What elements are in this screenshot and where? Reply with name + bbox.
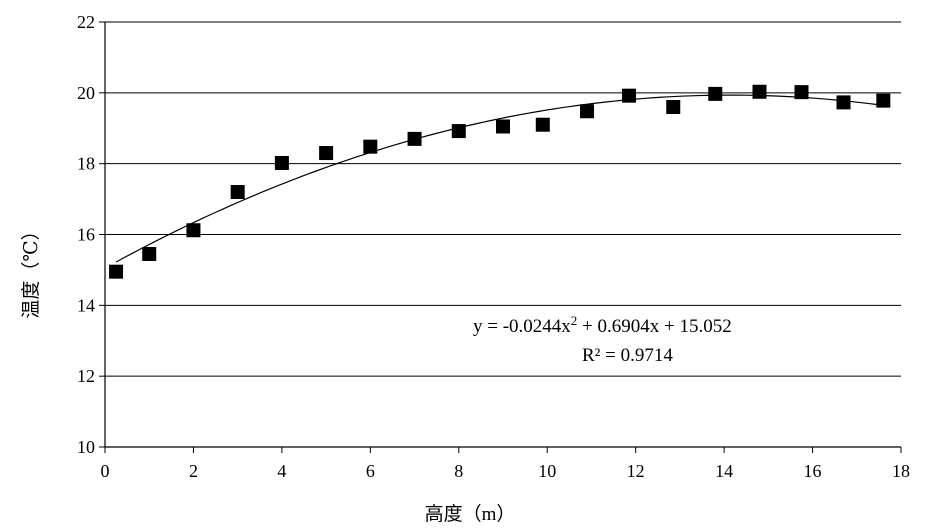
x-tick-label-10: 10 xyxy=(538,461,556,481)
data-point-6 xyxy=(319,146,334,161)
data-point-13 xyxy=(622,88,637,103)
gridlines xyxy=(105,21,901,377)
x-tick-labels: 0 2 4 6 8 10 12 14 16 18 xyxy=(101,461,911,481)
data-point-10 xyxy=(496,119,510,134)
trendline-equation: y = -0.0244x2 + 0.6904x + 15.052 xyxy=(473,313,732,337)
x-axis-title: 高度（m） xyxy=(425,503,516,525)
y-tick-label-22: 22 xyxy=(77,12,95,32)
y-tick-labels: 10 12 14 16 18 20 22 xyxy=(77,12,95,457)
data-point-14 xyxy=(666,100,681,114)
data-point-19 xyxy=(876,93,891,108)
data-point-18 xyxy=(836,95,851,110)
axes xyxy=(99,21,902,453)
x-tick-label-0: 0 xyxy=(101,461,110,481)
data-point-11 xyxy=(535,117,550,132)
y-tick-label-18: 18 xyxy=(77,154,95,174)
data-point-4 xyxy=(230,185,245,199)
x-tick-label-12: 12 xyxy=(627,461,645,481)
x-tick-label-8: 8 xyxy=(454,461,463,481)
x-tick-label-14: 14 xyxy=(715,461,733,481)
data-point-7 xyxy=(363,139,378,154)
data-point-1 xyxy=(109,264,124,279)
data-point-9 xyxy=(451,124,466,139)
y-tick-label-20: 20 xyxy=(77,83,95,103)
data-point-15 xyxy=(708,86,723,101)
data-point-2 xyxy=(142,246,157,261)
r-squared: R² = 0.9714 xyxy=(582,345,673,366)
x-tick-label-16: 16 xyxy=(804,461,822,481)
y-axis-title: 温度（℃） xyxy=(20,221,42,318)
x-tick-label-18: 18 xyxy=(892,461,910,481)
data-point-17 xyxy=(794,85,809,100)
y-tick-label-14: 14 xyxy=(77,295,95,315)
y-tick-label-16: 16 xyxy=(77,225,95,245)
data-point-16 xyxy=(752,84,767,99)
x-tick-label-6: 6 xyxy=(366,461,375,481)
data-points xyxy=(109,84,891,279)
data-point-3 xyxy=(186,223,201,238)
data-point-12 xyxy=(580,104,595,119)
data-point-8 xyxy=(407,131,422,146)
x-tick-label-4: 4 xyxy=(277,461,286,481)
data-point-5 xyxy=(274,155,289,170)
x-tick-label-2: 2 xyxy=(189,461,198,481)
y-tick-label-12: 12 xyxy=(77,366,95,386)
y-tick-label-10: 10 xyxy=(77,437,95,457)
